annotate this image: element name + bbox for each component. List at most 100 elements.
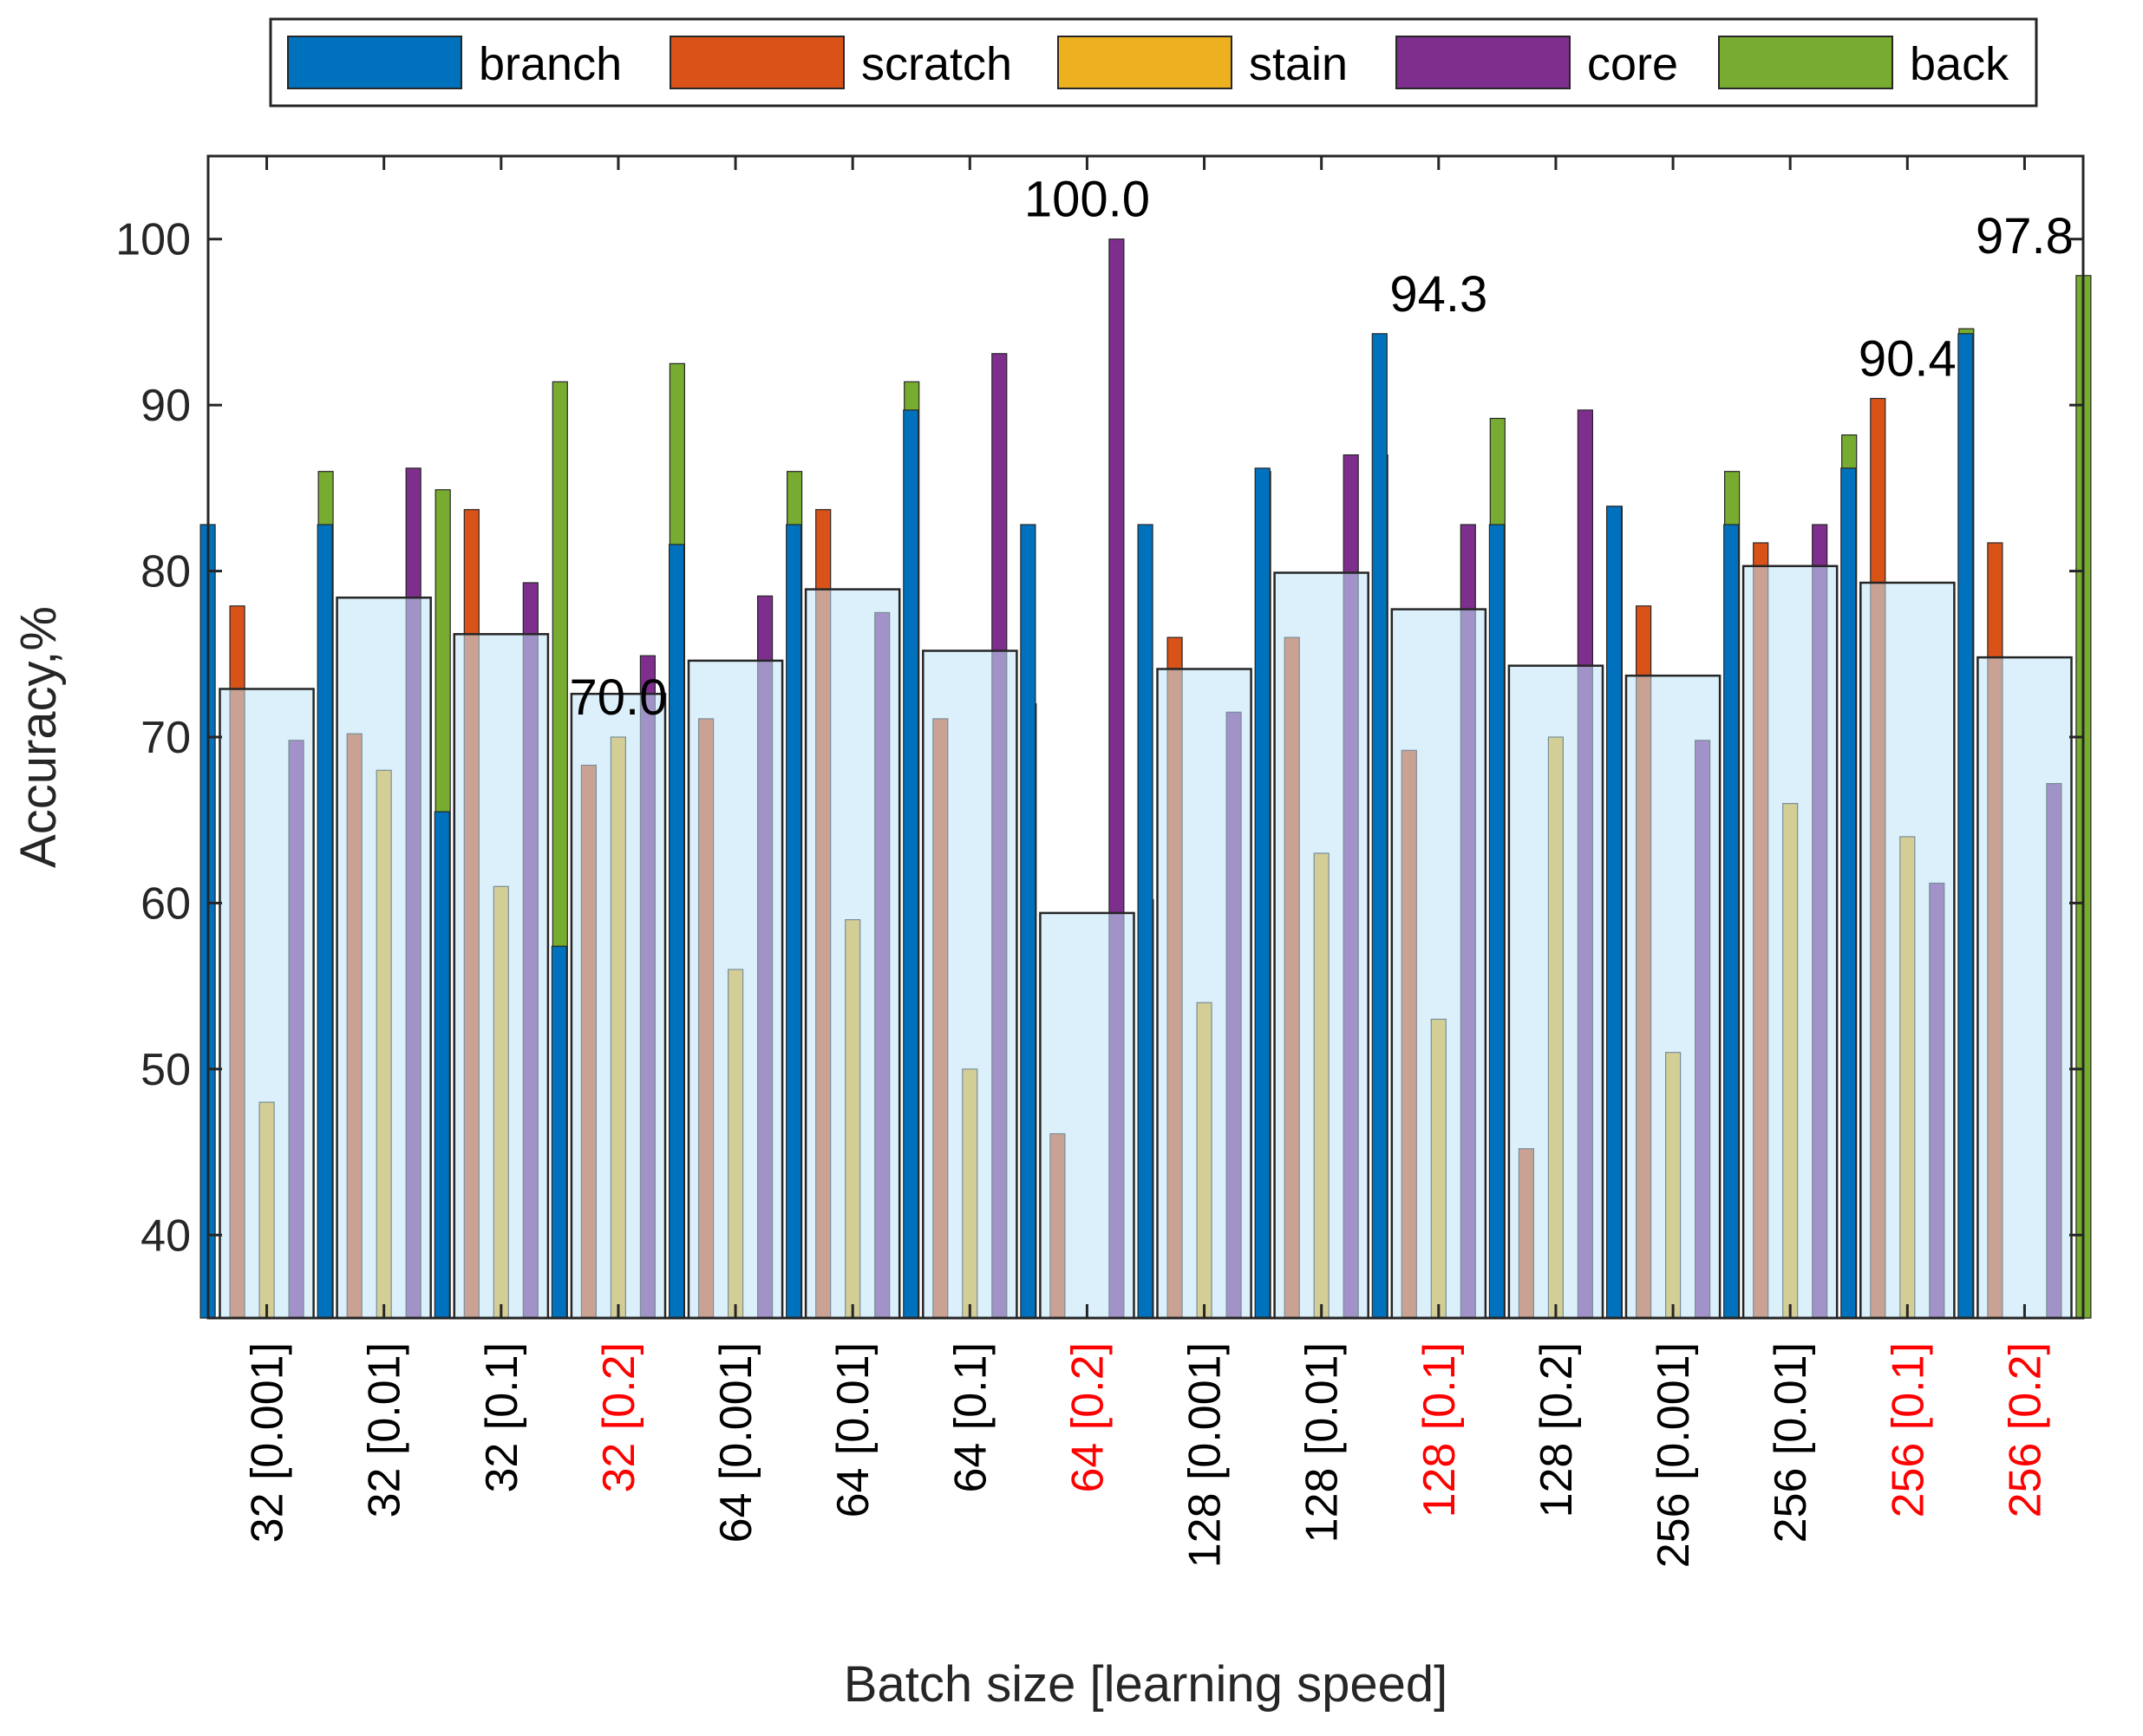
x-tick-batch: 256: [1883, 1430, 1933, 1517]
legend-entry-branch: branch: [287, 36, 622, 90]
x-tick-batch: 32: [243, 1480, 293, 1543]
annotation-label: 97.8: [1976, 208, 2074, 264]
bar-branch: [1840, 467, 1857, 1319]
y-tick-label: 100: [115, 215, 191, 265]
y-tick-label: 70: [140, 713, 191, 763]
x-tick-batch: 32: [477, 1430, 527, 1492]
x-axis-title: Batch size [learning speed]: [844, 1656, 1447, 1713]
legend-entry-back: back: [1718, 36, 2009, 90]
x-tick-label: 256 [0.1]: [1883, 1342, 1933, 1517]
legend-swatch: [1395, 36, 1571, 89]
bar-branch: [317, 524, 333, 1319]
average-bar: [1390, 608, 1487, 1320]
bar-branch: [1605, 506, 1623, 1319]
x-tick-speed: [0.1]: [1415, 1342, 1465, 1430]
x-tick-speed: [0.2]: [1532, 1342, 1582, 1430]
bar-branch: [668, 544, 685, 1319]
legend-label: core: [1587, 38, 1678, 90]
bar-branch: [1371, 333, 1388, 1319]
average-bar: [1741, 565, 1839, 1320]
average-bar: [1039, 911, 1135, 1320]
bar-branch: [1723, 524, 1740, 1319]
y-axis-title: Accuracy,%: [10, 606, 67, 868]
average-bar: [1859, 581, 1956, 1320]
y-tick-label: 80: [140, 547, 191, 597]
average-bar: [922, 649, 1018, 1320]
x-tick-label: 256 [0.001]: [1649, 1342, 1699, 1568]
x-tick-label: 128 [0.1]: [1415, 1342, 1465, 1517]
annotation-label: 100.0: [1024, 172, 1150, 228]
bar-branch: [903, 409, 919, 1319]
average-bar: [1156, 668, 1252, 1320]
average-bar: [219, 688, 315, 1320]
y-tick-label: 50: [140, 1045, 191, 1095]
legend: branch scratch stain core back: [269, 17, 2038, 108]
x-tick-speed: [0.2]: [1062, 1342, 1113, 1430]
x-tick-label: 32 [0.01]: [360, 1342, 410, 1517]
x-tick-label: 128 [0.001]: [1180, 1342, 1231, 1568]
y-tick-label: 60: [140, 878, 191, 929]
x-tick-label: 32 [0.2]: [594, 1342, 644, 1492]
bar-branch: [551, 945, 568, 1319]
x-tick-label: 64 [0.1]: [945, 1342, 996, 1492]
annotations: 70.0 100.0 94.3 90.4 97.8: [569, 172, 2073, 726]
x-tick-batch: 128: [1415, 1430, 1465, 1517]
x-tick-speed: [0.01]: [828, 1342, 879, 1455]
average-bar: [687, 659, 784, 1320]
annotation-label: 70.0: [569, 669, 667, 726]
x-tick-label: 64 [0.001]: [711, 1342, 761, 1543]
average-bar: [804, 588, 901, 1320]
x-tick-batch: 32: [360, 1455, 410, 1517]
average-bar: [336, 596, 432, 1320]
average-bar: [1976, 656, 2073, 1320]
bar-branch: [786, 524, 802, 1319]
bar-branch: [1020, 524, 1036, 1319]
x-tick-speed: [0.2]: [2000, 1342, 2050, 1430]
bar-branch: [434, 811, 450, 1319]
x-tick-label: 64 [0.2]: [1062, 1342, 1113, 1492]
x-tick-batch: 128: [1532, 1430, 1582, 1517]
x-tick-batch: 128: [1297, 1455, 1348, 1543]
x-tick-speed: [0.2]: [594, 1342, 644, 1430]
x-tick-speed: [0.001]: [711, 1342, 761, 1480]
x-tick-speed: [0.1]: [945, 1342, 996, 1430]
average-bar: [453, 633, 550, 1320]
x-tick-label: 128 [0.01]: [1297, 1342, 1348, 1543]
legend-label: scratch: [861, 38, 1012, 90]
x-tick-label: 32 [0.1]: [477, 1342, 527, 1492]
bar-branch: [1254, 467, 1271, 1319]
x-tick-label: 64 [0.01]: [828, 1342, 879, 1517]
y-tick-label: 90: [140, 381, 191, 431]
x-tick-speed: [0.001]: [243, 1342, 293, 1480]
x-tick-batch: 256: [2000, 1430, 2050, 1517]
annotation-label: 90.4: [1859, 331, 1957, 388]
legend-label: stain: [1249, 38, 1348, 90]
average-bar: [570, 692, 667, 1320]
x-tick-label: 256 [0.01]: [1766, 1342, 1816, 1543]
x-tick-speed: [0.001]: [1649, 1342, 1699, 1480]
x-tick-speed: [0.1]: [1883, 1342, 1933, 1430]
x-tick-batch: 128: [1180, 1480, 1231, 1568]
x-tick-label: 128 [0.2]: [1532, 1342, 1582, 1517]
y-tick-label: 40: [140, 1211, 191, 1261]
x-tick-batch: 64: [945, 1430, 996, 1492]
legend-swatch: [1057, 36, 1232, 89]
legend-label: back: [1910, 38, 2009, 90]
legend-swatch: [287, 36, 462, 89]
bar-branch: [1137, 524, 1153, 1319]
x-tick-speed: [0.01]: [360, 1342, 410, 1455]
x-tick-speed: [0.001]: [1180, 1342, 1231, 1480]
x-tick-batch: 64: [828, 1455, 879, 1517]
legend-label: branch: [479, 38, 622, 90]
legend-entry-stain: stain: [1057, 36, 1348, 90]
legend-swatch: [1718, 36, 1893, 89]
x-tick-batch: 32: [594, 1430, 644, 1492]
average-bar: [1507, 664, 1604, 1320]
bar-branch: [1488, 524, 1506, 1319]
legend-entry-core: core: [1395, 36, 1678, 90]
x-tick-batch: 64: [1062, 1430, 1113, 1492]
x-tick-speed: [0.1]: [477, 1342, 527, 1430]
bar-branch: [1957, 333, 1974, 1319]
x-tick-batch: 256: [1649, 1480, 1699, 1568]
